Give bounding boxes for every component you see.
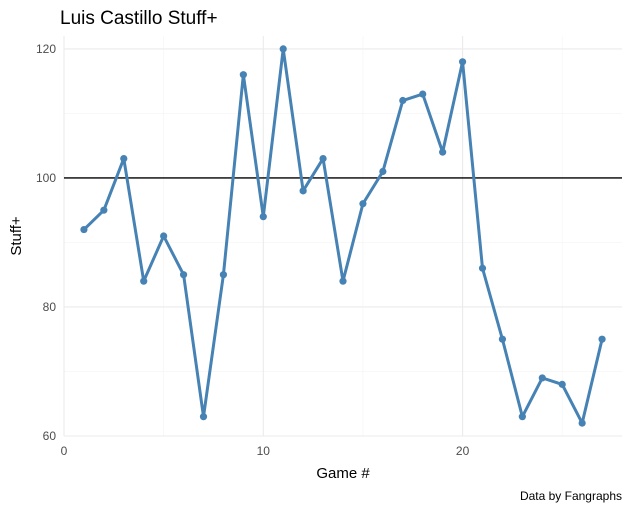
- y-tick-label: 120: [36, 42, 56, 56]
- x-axis-title: Game #: [316, 465, 370, 482]
- y-tick-label: 60: [43, 429, 57, 443]
- data-point: [379, 167, 387, 176]
- x-tick-label: 10: [257, 444, 271, 458]
- y-tick-label: 80: [43, 300, 57, 314]
- series-group: [80, 45, 606, 427]
- data-point: [100, 206, 108, 214]
- data-point: [80, 225, 88, 234]
- data-point: [399, 96, 407, 105]
- data-point: [319, 154, 327, 163]
- data-point: [458, 58, 467, 66]
- chart-caption: Data by Fangraphs: [520, 489, 622, 503]
- data-point: [478, 264, 487, 272]
- data-point: [279, 45, 287, 53]
- x-tick-label: 0: [61, 444, 68, 458]
- chart-title: Luis Castillo Stuff+: [60, 8, 218, 29]
- data-point: [598, 335, 606, 343]
- data-point: [259, 213, 267, 221]
- data-point: [339, 277, 347, 285]
- data-point: [498, 335, 507, 343]
- y-axis-title: Stuff+: [8, 216, 25, 256]
- data-point: [239, 71, 247, 79]
- data-point: [439, 148, 447, 156]
- grid: [63, 36, 622, 437]
- data-point: [299, 187, 307, 195]
- data-point: [199, 413, 208, 421]
- data-point: [179, 271, 188, 279]
- data-point: [558, 380, 566, 388]
- data-point: [219, 271, 228, 279]
- data-point: [120, 154, 128, 163]
- data-point: [419, 90, 427, 98]
- data-point: [160, 232, 168, 240]
- data-point: [518, 413, 526, 421]
- data-point: [538, 374, 546, 382]
- tick-labels: 0 10 20 60 80 100 120: [36, 42, 470, 458]
- y-tick-label: 100: [36, 171, 56, 185]
- data-point: [359, 200, 367, 208]
- data-point: [578, 419, 586, 427]
- data-point: [140, 277, 148, 285]
- x-tick-label: 20: [456, 444, 470, 458]
